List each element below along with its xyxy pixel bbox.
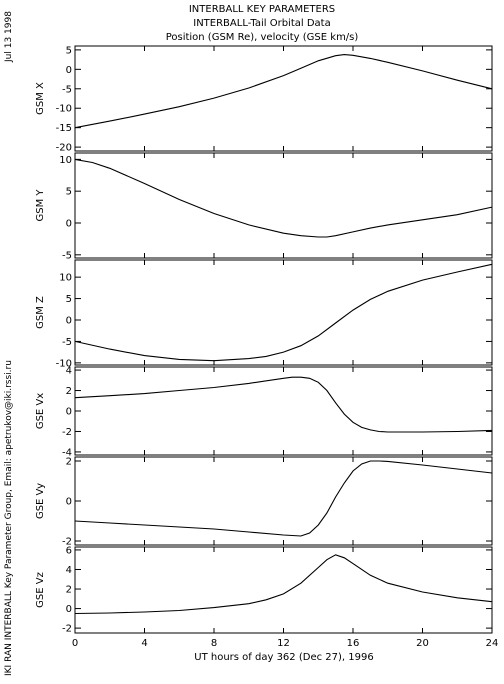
panel-1: 5 0 -5 -10 -15 -20 GSM X [35,45,493,154]
panel-frame [74,366,493,456]
date-label: Jul 13 1998 [4,11,14,63]
y-axis-title: GSE Vz [35,572,46,608]
y-tick-label: -20 [56,143,72,154]
y-tick-label: -10 [56,358,72,369]
y-tick-label: -4 [62,447,72,458]
y-axis-title: GSE Vx [35,393,46,429]
x-tick-label: 8 [211,638,217,649]
series-line-gse-vy [74,460,493,537]
y-tick-label: -15 [56,123,72,134]
series-line-gsm-x [74,54,493,129]
y-tick-label: -5 [62,84,72,95]
x-tick-label: 4 [141,638,147,649]
y-tick-label: 2 [66,386,72,397]
y-tick-label: 2 [66,585,72,596]
figure-title-line-1: INTERBALL KEY PARAMETERS [189,4,335,15]
y-tick-label: -5 [62,250,72,261]
panel-4: 4 2 0 -2 -4 GSE Vx [35,366,493,458]
panel-frame [74,152,493,259]
y-tick-label: 0 [66,219,72,230]
x-tick-label: 20 [416,638,429,649]
y-tick-label: 0 [66,316,72,327]
y-tick-label: -10 [56,104,72,115]
y-tick-label: 0 [66,604,72,615]
series-line-gsm-z [74,263,493,362]
panel-frame [74,546,493,634]
series-line-gse-vx [74,376,493,433]
y-tick-label: 5 [66,187,72,198]
panel-frame [74,259,493,366]
x-tick-label: 12 [277,638,290,649]
y-axis-title: GSM X [35,82,46,115]
x-tick-label: 16 [347,638,360,649]
y-axis-title: GSE Vy [35,483,46,519]
panel-5: 2 0 -2 GSE Vy [35,456,493,548]
y-tick-label: 0 [66,407,72,418]
y-tick-label: 6 [66,545,72,556]
y-tick-label: 0 [66,65,72,76]
y-tick-label: 10 [59,155,72,166]
panel-6: 6 4 2 0 -2 GSE Vz [35,545,493,635]
y-tick-label: 4 [66,565,72,576]
series-line-gse-vz [74,554,493,615]
y-tick-label: 4 [66,366,72,377]
y-axis-title: GSM Z [35,296,46,329]
y-tick-label: -5 [62,337,72,348]
y-tick-label: -2 [62,427,72,438]
x-axis-title: UT hours of day 362 (Dec 27), 1996 [194,652,373,663]
y-tick-label: -2 [62,537,72,548]
y-tick-label: 2 [66,457,72,468]
series-line-gsm-y [74,158,493,238]
y-tick-label: -2 [62,624,72,635]
y-tick-label: 10 [59,273,72,284]
credit-label: IKI RAN INTERBALL Key Parameter Group, E… [4,360,14,676]
figure-title-line-2: INTERBALL-Tail Orbital Data [193,18,330,29]
y-axis-title: GSM Y [35,189,46,222]
panel-frame [74,45,493,152]
y-tick-label: 5 [66,294,72,305]
panel-3: 10 5 0 -5 -10 GSM Z [35,259,493,369]
panel-frame [74,456,493,546]
figure-title-line-3: Position (GSM Re), velocity (GSE km/s) [166,32,359,43]
x-tick-label: 24 [486,638,499,649]
y-tick-label: 5 [66,45,72,56]
x-tick-label: 0 [72,638,78,649]
panel-2: 10 5 0 -5 GSM Y [35,152,493,261]
y-tick-label: 0 [66,497,72,508]
